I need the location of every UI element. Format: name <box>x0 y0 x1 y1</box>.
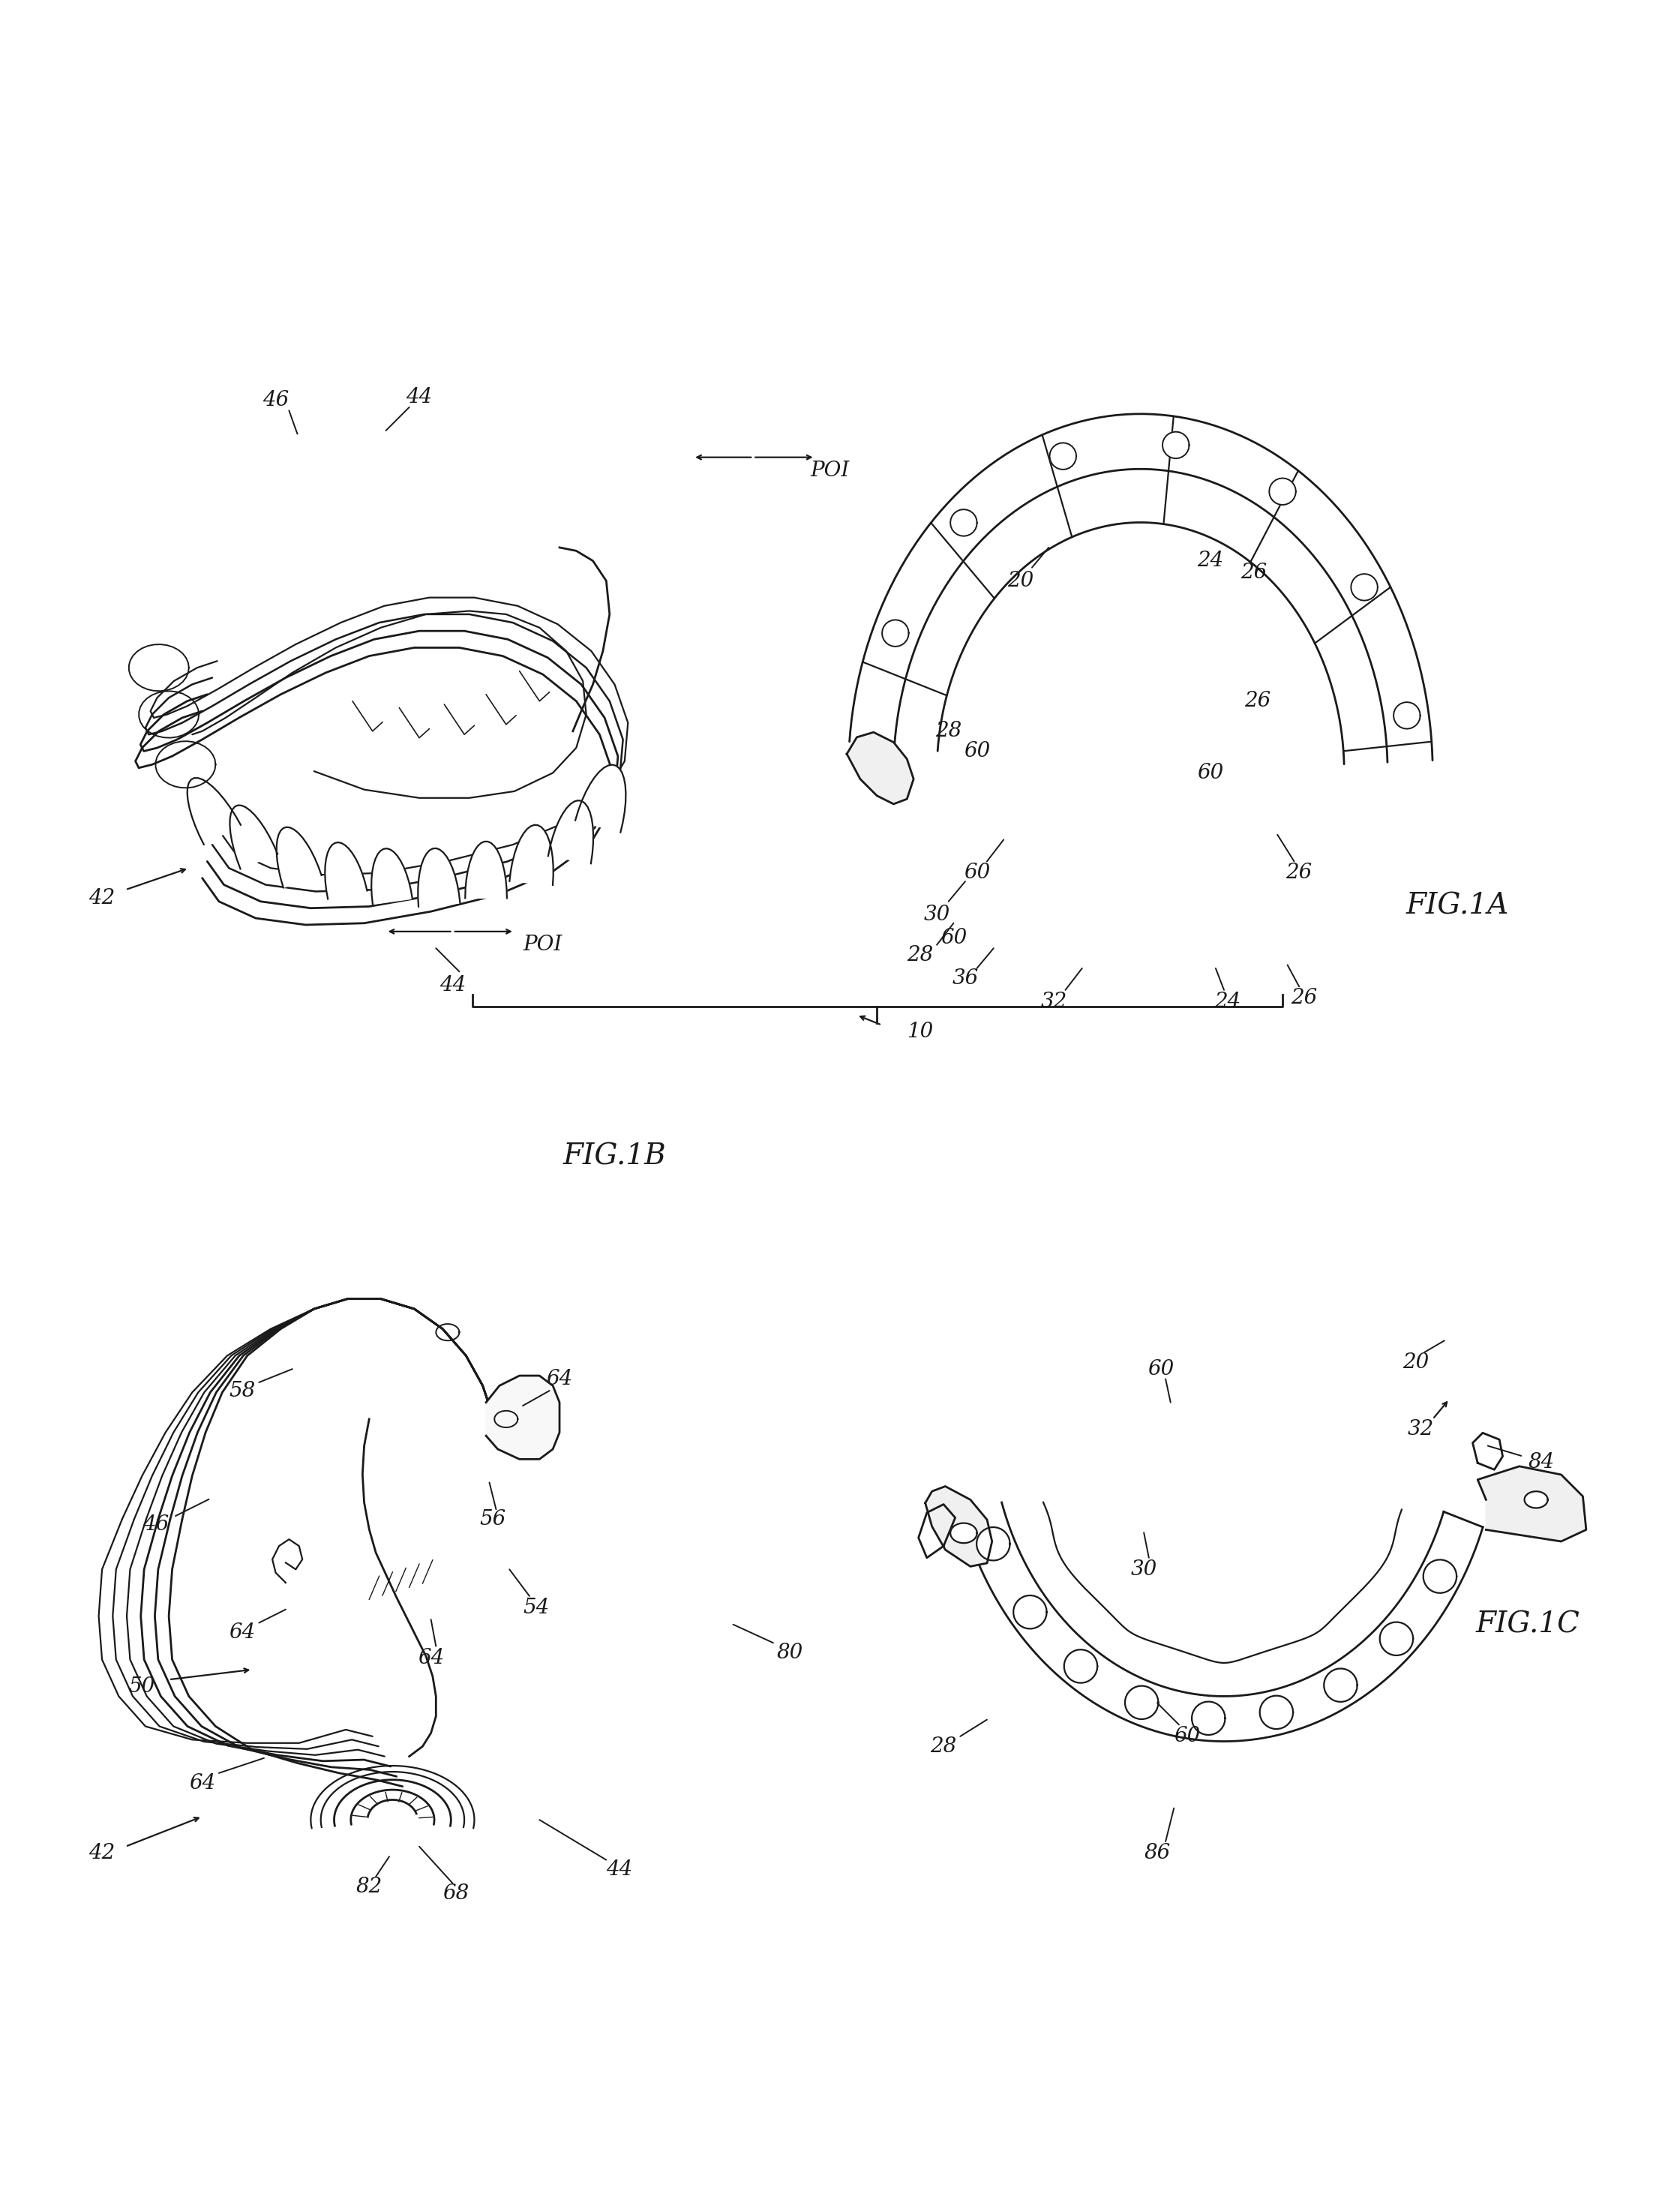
Text: 56: 56 <box>479 1509 506 1529</box>
Text: 28: 28 <box>936 721 961 740</box>
Text: 64: 64 <box>546 1369 573 1389</box>
Text: 24: 24 <box>1215 991 1240 1013</box>
Polygon shape <box>1050 444 1077 470</box>
Polygon shape <box>1163 433 1189 459</box>
Polygon shape <box>951 1523 978 1542</box>
Text: 44: 44 <box>606 1861 633 1881</box>
Text: 60: 60 <box>1198 762 1223 782</box>
Text: 82: 82 <box>356 1876 383 1896</box>
Polygon shape <box>324 841 366 899</box>
Polygon shape <box>371 848 412 905</box>
Polygon shape <box>1260 1696 1294 1729</box>
Polygon shape <box>548 800 593 863</box>
Text: 32: 32 <box>1040 991 1067 1013</box>
Text: 84: 84 <box>1529 1452 1554 1472</box>
Polygon shape <box>1423 1560 1457 1593</box>
Text: 50: 50 <box>129 1676 155 1696</box>
Polygon shape <box>1191 1703 1225 1736</box>
Polygon shape <box>1268 479 1295 505</box>
Polygon shape <box>1013 1595 1047 1628</box>
Text: 28: 28 <box>931 1736 956 1755</box>
Text: 46: 46 <box>143 1514 168 1534</box>
Text: POI: POI <box>522 934 563 956</box>
Polygon shape <box>1478 1465 1586 1542</box>
Polygon shape <box>1324 1668 1357 1703</box>
Text: FIG.1A: FIG.1A <box>1406 892 1509 921</box>
Text: 42: 42 <box>89 1843 116 1863</box>
Text: 10: 10 <box>907 1022 934 1041</box>
Polygon shape <box>186 778 240 844</box>
Text: FIG.1C: FIG.1C <box>1475 1610 1579 1639</box>
Text: 60: 60 <box>964 740 990 762</box>
Text: 26: 26 <box>1245 692 1270 712</box>
Polygon shape <box>418 848 460 907</box>
Text: 30: 30 <box>924 905 951 925</box>
Text: 44: 44 <box>407 387 432 406</box>
Text: FIG.1B: FIG.1B <box>563 1142 667 1171</box>
Text: 68: 68 <box>444 1883 469 1903</box>
Text: 64: 64 <box>418 1648 444 1668</box>
Text: POI: POI <box>810 461 850 481</box>
Polygon shape <box>926 1487 993 1566</box>
Text: 80: 80 <box>776 1643 803 1663</box>
Text: 26: 26 <box>1285 863 1312 883</box>
Polygon shape <box>1063 1650 1097 1683</box>
Text: 46: 46 <box>262 391 289 411</box>
Text: 24: 24 <box>1198 551 1223 571</box>
Polygon shape <box>882 620 909 646</box>
Text: 64: 64 <box>228 1624 255 1643</box>
Text: 30: 30 <box>1131 1560 1158 1580</box>
Text: 60: 60 <box>1147 1360 1174 1380</box>
Text: 26: 26 <box>1242 562 1267 582</box>
Text: 44: 44 <box>440 975 465 995</box>
Polygon shape <box>976 1527 1010 1560</box>
Text: 60: 60 <box>941 927 966 949</box>
Polygon shape <box>1524 1492 1547 1507</box>
Text: 60: 60 <box>1174 1727 1201 1747</box>
Polygon shape <box>1379 1621 1413 1654</box>
Text: 86: 86 <box>1144 1843 1171 1863</box>
Text: 64: 64 <box>190 1773 215 1793</box>
Polygon shape <box>847 732 914 804</box>
Polygon shape <box>1351 573 1378 600</box>
Polygon shape <box>575 765 627 833</box>
Text: 32: 32 <box>1408 1419 1435 1439</box>
Text: 26: 26 <box>1290 989 1317 1008</box>
Polygon shape <box>1393 703 1420 729</box>
Polygon shape <box>486 1375 559 1459</box>
Text: 28: 28 <box>907 945 934 964</box>
Text: 36: 36 <box>953 969 978 989</box>
Text: 42: 42 <box>89 888 116 907</box>
Text: 54: 54 <box>522 1597 549 1617</box>
Text: 58: 58 <box>228 1380 255 1402</box>
Polygon shape <box>230 806 277 868</box>
Text: 60: 60 <box>964 863 990 883</box>
Polygon shape <box>465 841 507 899</box>
Polygon shape <box>951 510 978 536</box>
Text: 20: 20 <box>1403 1351 1430 1373</box>
Text: 20: 20 <box>1006 571 1033 591</box>
Polygon shape <box>277 826 321 888</box>
Polygon shape <box>509 824 553 885</box>
Polygon shape <box>1126 1685 1158 1720</box>
